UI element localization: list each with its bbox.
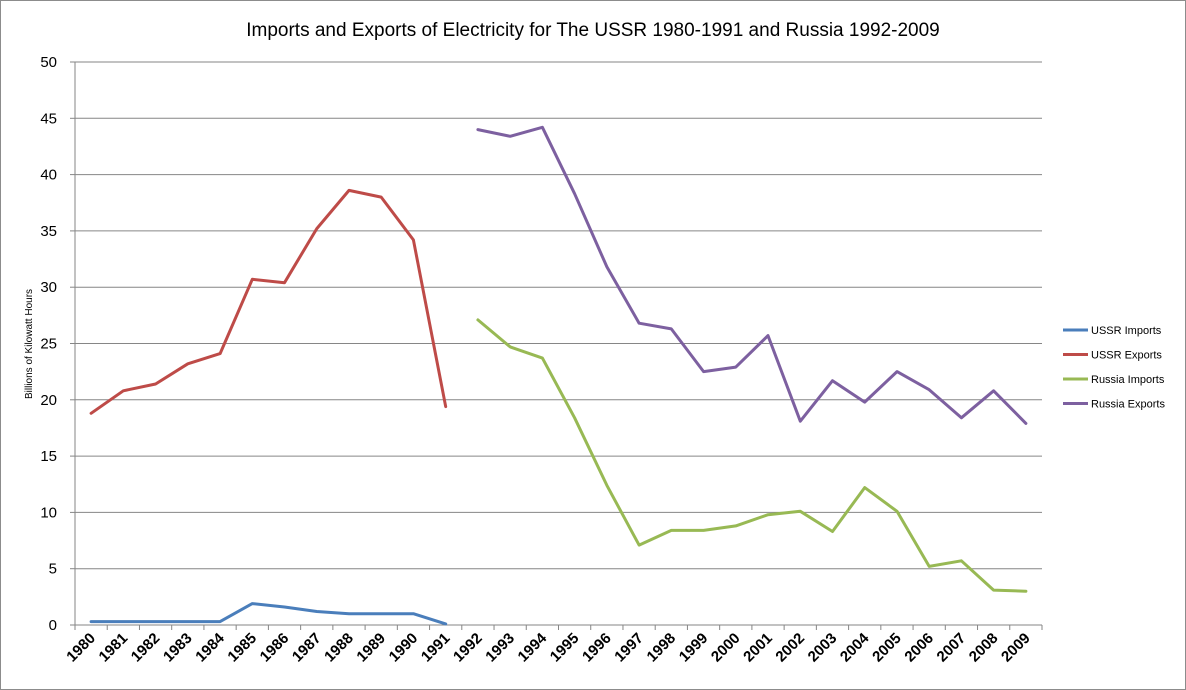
y-tick-label: 50 <box>40 54 57 71</box>
y-tick-label: 30 <box>40 279 57 296</box>
x-tick-label: 1982 <box>128 630 164 666</box>
x-tick-label: 2002 <box>772 630 808 666</box>
x-tick-label: 1980 <box>63 630 99 666</box>
x-tick-label: 1981 <box>96 630 132 666</box>
y-tick-label: 10 <box>40 504 57 521</box>
y-tick-label: 15 <box>40 448 57 465</box>
x-tick-label: 1984 <box>192 629 228 665</box>
x-tick-label: 1993 <box>482 630 518 666</box>
legend: USSR Imports USSR Exports Russia Imports Ru… <box>1063 325 1165 411</box>
x-tick-label: 1998 <box>644 630 680 666</box>
series-line-ussr-exports <box>89 188 448 415</box>
x-tick-label: 2005 <box>869 630 905 666</box>
x-tick-label: 1991 <box>418 630 454 666</box>
legend-label: Russia Imports <box>1091 374 1165 386</box>
x-tick-label: 2007 <box>934 630 970 666</box>
y-tick-label: 45 <box>40 110 57 127</box>
series-lines <box>89 125 1028 626</box>
x-tick-label: 2006 <box>901 630 937 666</box>
x-tick-label: 2008 <box>966 630 1002 666</box>
y-tick-label: 20 <box>40 392 57 409</box>
x-axis-ticks: 1980198119821983198419851986198719881989… <box>63 625 1043 666</box>
x-tick-label: 1990 <box>386 630 422 666</box>
series-line-ussr-imports <box>89 602 448 626</box>
x-tick-label: 2003 <box>805 630 841 666</box>
x-tick-label: 1994 <box>515 629 551 665</box>
x-tick-label: 1986 <box>257 630 293 666</box>
x-tick-label: 1985 <box>224 630 260 666</box>
series-line-russia-exports <box>476 125 1028 425</box>
y-tick-label: 0 <box>49 617 57 634</box>
x-tick-label: 2004 <box>837 629 873 665</box>
y-tick-label: 25 <box>40 336 57 353</box>
x-tick-label: 1983 <box>160 630 196 666</box>
x-tick-label: 2000 <box>708 630 744 666</box>
series-line-russia-imports <box>476 318 1028 593</box>
x-tick-label: 1999 <box>676 630 712 666</box>
x-tick-label: 1992 <box>450 630 486 666</box>
x-tick-label: 1997 <box>611 630 647 666</box>
legend-label: USSR Imports <box>1091 325 1162 337</box>
x-tick-label: 1995 <box>547 630 583 666</box>
gridlines <box>75 61 1042 570</box>
y-tick-label: 40 <box>40 167 57 184</box>
x-tick-label: 2009 <box>998 630 1034 666</box>
y-axis-ticks: 0 5 10 15 20 25 30 35 40 45 50 <box>40 54 75 634</box>
y-tick-label: 35 <box>40 223 57 240</box>
x-tick-label: 1987 <box>289 630 325 666</box>
x-tick-label: 1996 <box>579 630 615 666</box>
x-tick-label: 1988 <box>321 630 357 666</box>
y-tick-label: 5 <box>49 561 57 578</box>
x-tick-label: 1989 <box>353 630 389 666</box>
chart-title: Imports and Exports of Electricity for T… <box>246 20 940 41</box>
legend-label: Russia Exports <box>1091 399 1165 411</box>
legend-label: USSR Exports <box>1091 350 1162 362</box>
y-axis-label: Billions of Kilowatt Hours <box>24 289 35 399</box>
x-tick-label: 2001 <box>740 630 776 666</box>
